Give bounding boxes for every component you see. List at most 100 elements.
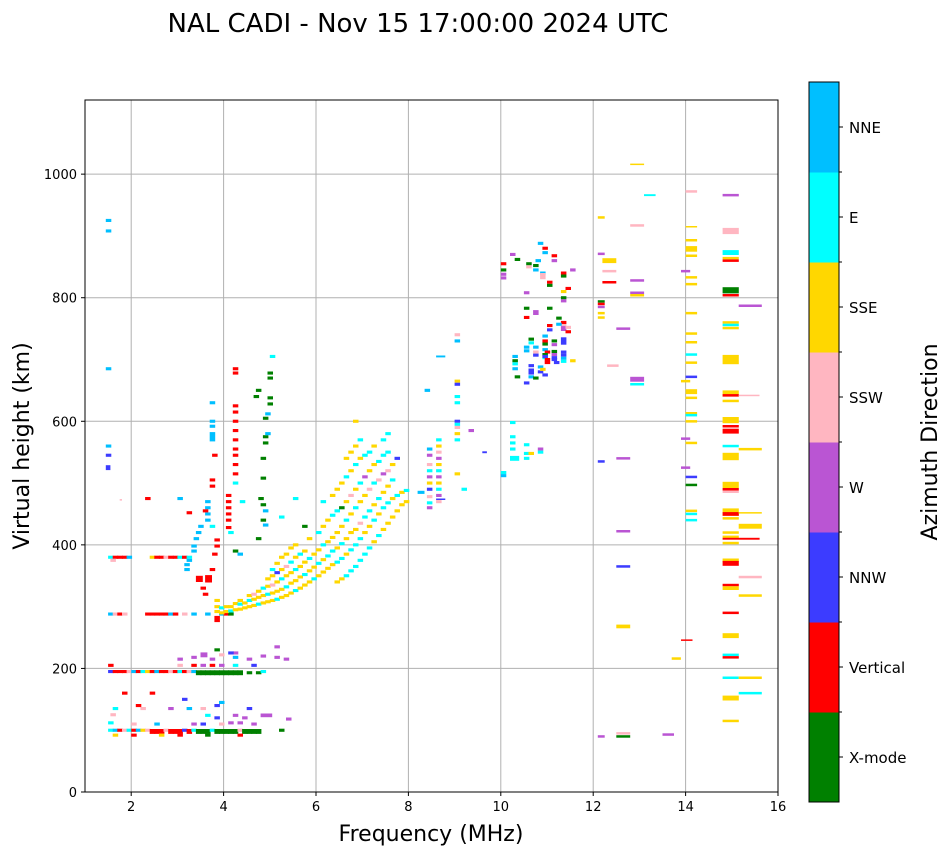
data-point-nne	[131, 670, 137, 674]
data-point-sse	[232, 608, 239, 612]
data-point-sse	[260, 601, 267, 605]
data-point-nne	[426, 447, 433, 451]
data-point-vertical	[205, 575, 212, 583]
data-point-e	[320, 500, 327, 504]
data-point-sse	[685, 412, 698, 415]
data-point-w	[232, 651, 239, 655]
data-point-vertical	[212, 552, 218, 556]
data-point-vertical	[722, 512, 739, 516]
data-point-sse	[685, 509, 698, 513]
data-point-x-mode	[223, 670, 230, 676]
data-point-e	[329, 513, 336, 517]
data-point-w	[246, 657, 253, 661]
data-point-nnw	[542, 354, 548, 358]
data-point-ssw	[251, 592, 257, 596]
data-point-e	[339, 542, 345, 546]
colorbar-swatch-vertical	[809, 622, 839, 713]
data-point-nne	[237, 552, 243, 556]
data-point-e	[461, 487, 467, 491]
data-point-sse	[283, 594, 290, 598]
data-point-w	[237, 721, 243, 725]
data-point-e	[510, 421, 516, 425]
data-point-ssw	[122, 728, 128, 732]
data-point-e	[279, 515, 285, 519]
data-point-nne	[168, 612, 174, 616]
data-point-e	[292, 589, 299, 593]
data-point-nnw	[533, 353, 539, 357]
data-point-ssw	[119, 499, 122, 501]
data-point-x-mode	[205, 670, 211, 676]
data-point-sse	[237, 598, 243, 602]
data-point-vertical	[681, 639, 693, 641]
data-point-sse	[311, 565, 317, 569]
y-tick-label: 600	[52, 415, 77, 430]
data-point-ssw	[526, 265, 532, 269]
data-point-x-mode	[253, 395, 260, 399]
data-point-sse	[302, 583, 308, 587]
data-point-sse	[112, 733, 119, 737]
data-point-x-mode	[232, 729, 239, 734]
data-point-e	[366, 450, 373, 454]
data-point-x-mode	[214, 729, 220, 734]
data-point-ssw	[182, 612, 188, 616]
data-point-vertical	[145, 612, 151, 616]
data-point-e	[279, 577, 285, 581]
colorbar-frame	[808, 81, 840, 803]
data-point-vertical	[565, 286, 571, 290]
x-tick-label: 6	[312, 800, 320, 815]
data-point-nnw	[436, 498, 446, 500]
data-point-vertical	[225, 493, 232, 497]
data-point-sse	[334, 487, 340, 491]
data-point-vertical	[722, 394, 739, 397]
data-point-sse	[436, 444, 442, 448]
data-point-nne	[209, 419, 216, 423]
data-point-w	[228, 721, 234, 725]
data-point-sse	[292, 543, 299, 547]
data-point-x-mode	[255, 729, 262, 734]
data-point-x-mode	[232, 670, 239, 676]
data-point-nne	[198, 524, 204, 528]
data-point-sse	[722, 633, 739, 639]
data-point-sse	[685, 389, 698, 395]
data-point-sse	[436, 481, 442, 485]
data-point-e	[269, 568, 276, 572]
data-point-nnw	[454, 382, 461, 386]
data-point-e	[376, 459, 382, 463]
data-point-sse	[685, 332, 698, 335]
data-point-vertical	[149, 612, 156, 616]
data-point-e	[343, 574, 350, 578]
data-point-nnw	[560, 353, 567, 357]
data-point-w	[274, 645, 280, 649]
data-point-e	[366, 546, 373, 550]
data-point-vertical	[112, 555, 119, 559]
data-point-w	[662, 733, 674, 736]
data-point-vertical	[544, 358, 551, 362]
data-point-ssw	[533, 350, 539, 354]
data-point-sse	[325, 540, 331, 544]
data-point-ssw	[131, 722, 137, 726]
data-point-vertical	[117, 670, 123, 674]
data-point-w	[283, 657, 290, 661]
data-point-nnw	[553, 361, 560, 365]
data-point-sse	[292, 579, 299, 583]
data-point-e	[454, 422, 461, 426]
data-point-x-mode	[219, 729, 225, 734]
data-point-vertical	[163, 670, 169, 674]
data-point-sse	[260, 594, 267, 598]
data-point-vertical	[200, 586, 206, 590]
data-point-e	[403, 488, 410, 492]
data-point-vertical	[168, 555, 174, 559]
data-point-sse	[140, 728, 146, 732]
data-point-sse	[320, 570, 327, 574]
data-point-e	[108, 721, 114, 725]
data-point-e	[523, 443, 530, 447]
data-point-sse	[685, 246, 698, 252]
data-point-w	[209, 657, 216, 661]
data-point-vertical	[191, 663, 197, 667]
data-point-vertical	[722, 537, 760, 540]
x-tick-label: 16	[770, 800, 787, 815]
y-axis-label: Virtual height (km)	[10, 342, 35, 549]
data-point-nne	[512, 354, 518, 358]
colorbar-label-x-mode: X-mode	[849, 749, 906, 767]
data-point-vertical	[135, 704, 142, 708]
